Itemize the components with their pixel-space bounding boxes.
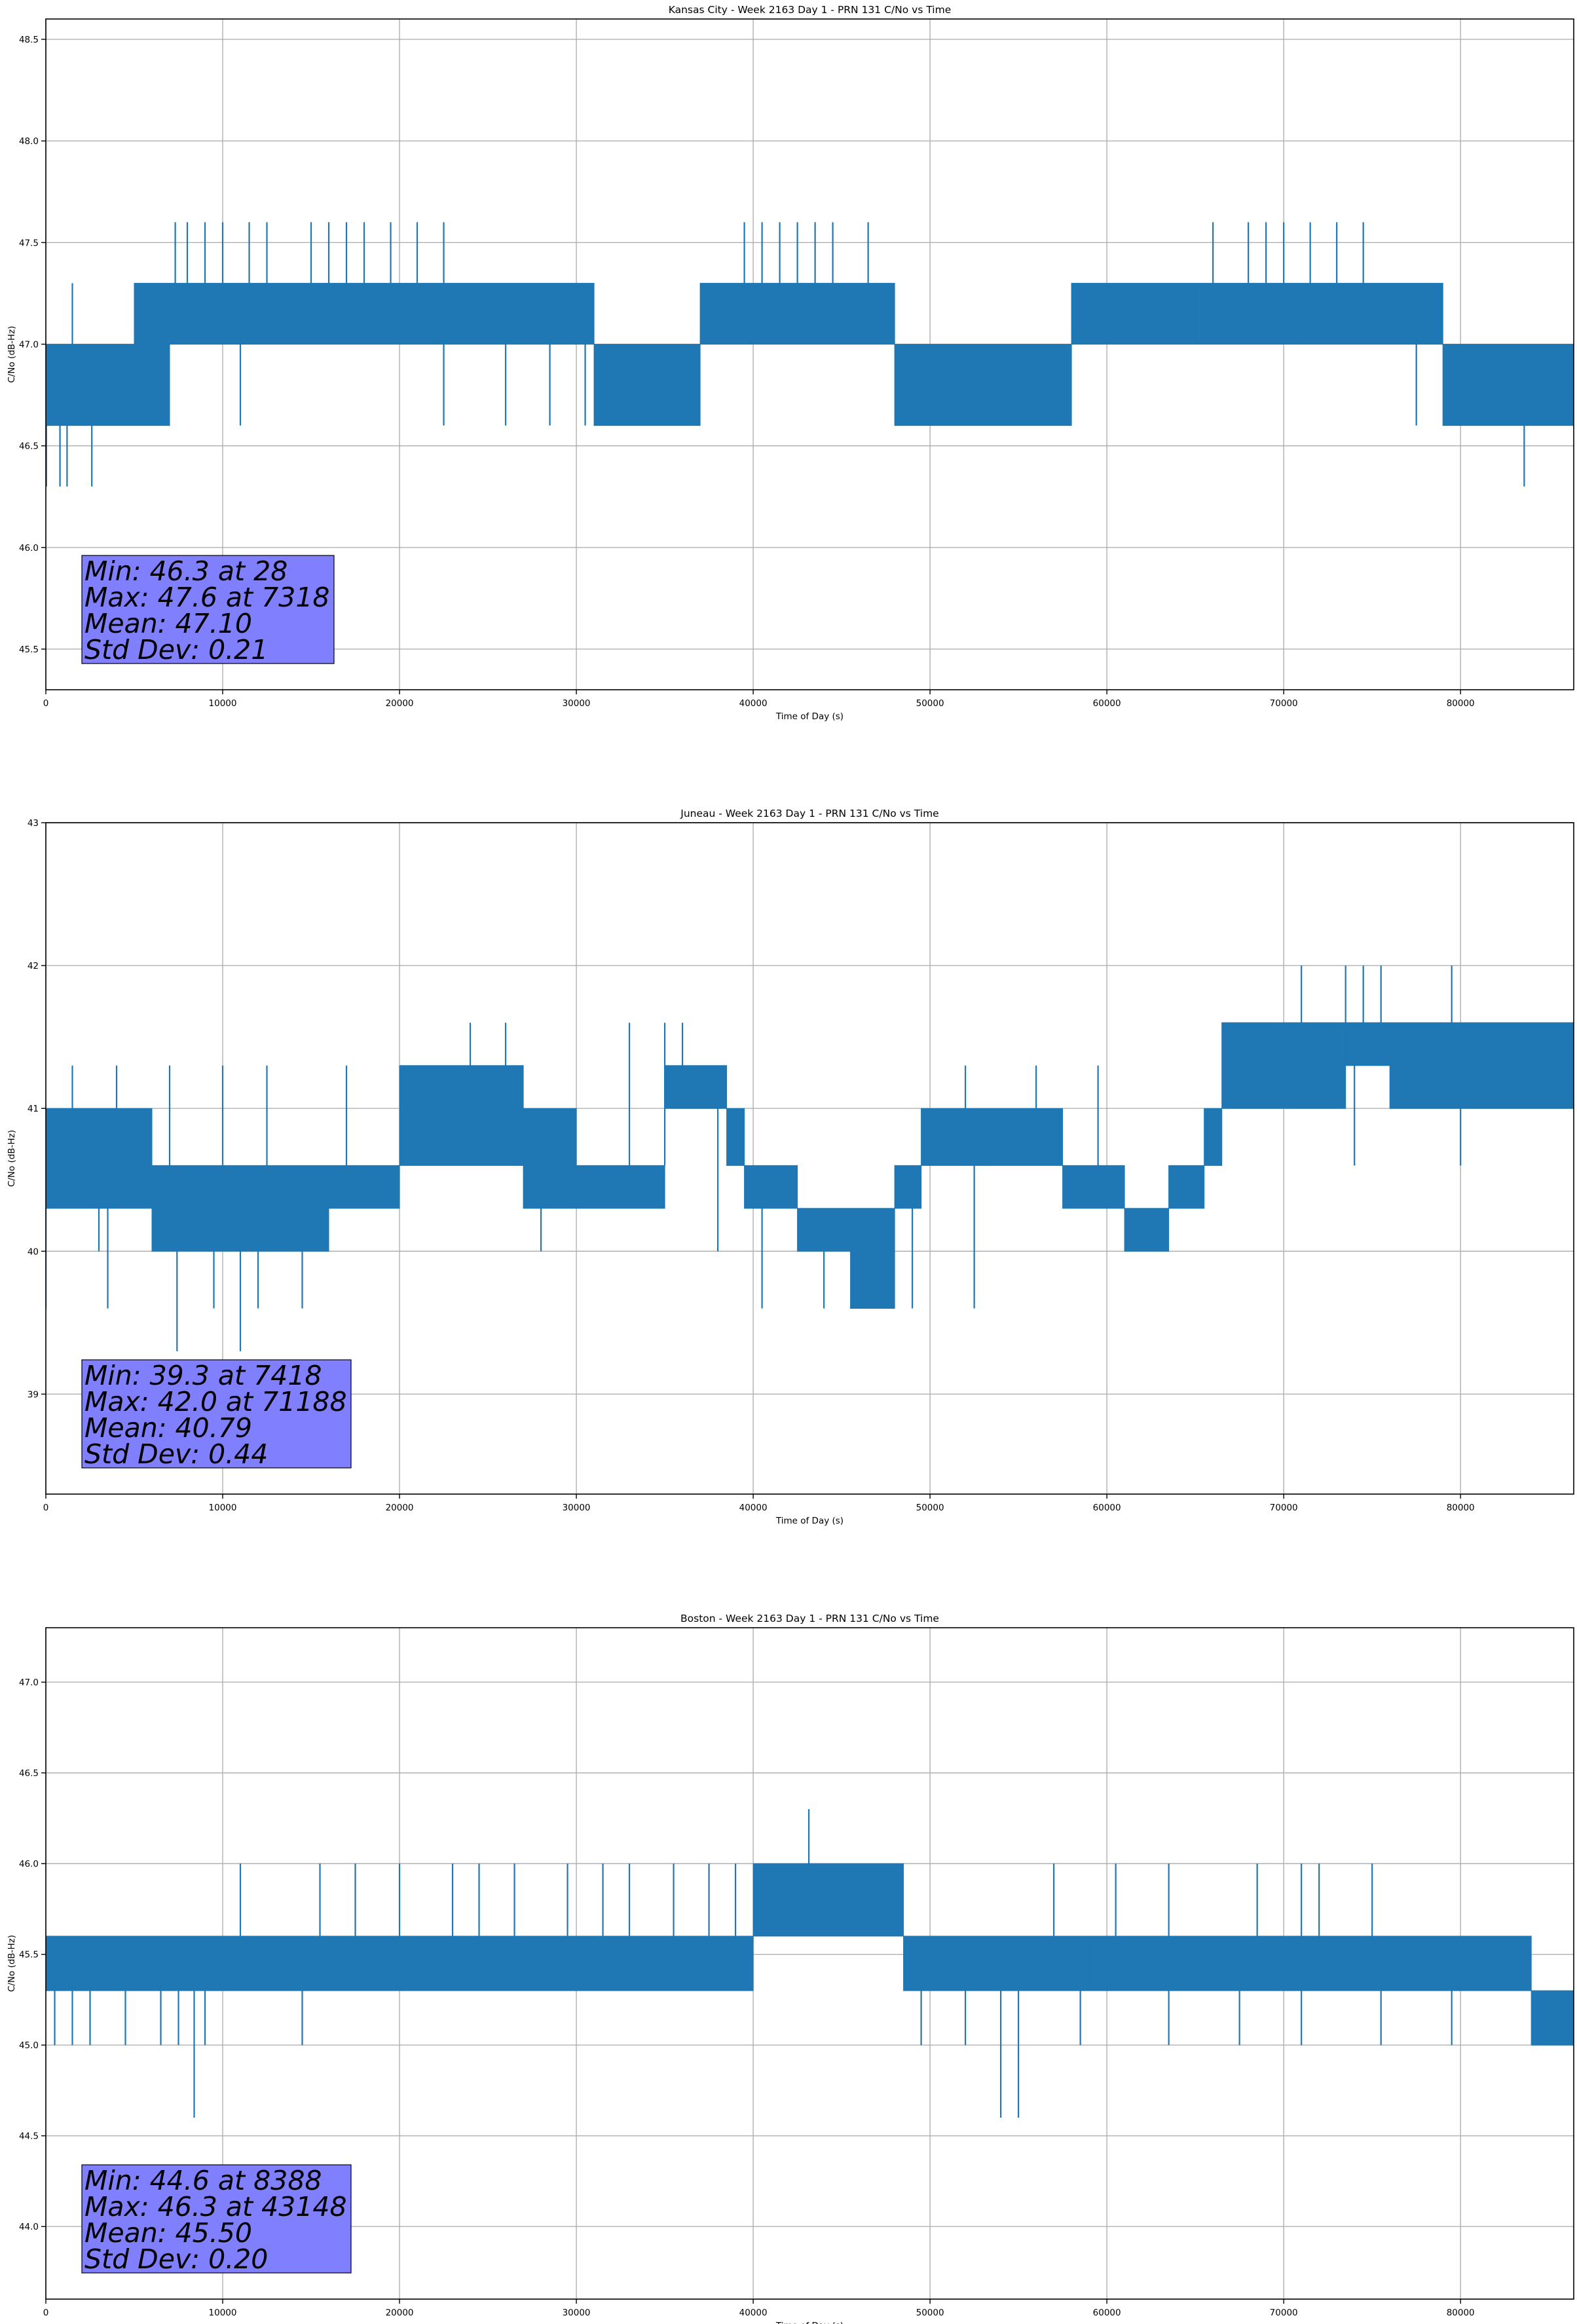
- chart0-stats-line: Mean: 47.10: [84, 608, 252, 639]
- chart2-y-tick-label: 46.5: [19, 1769, 39, 1779]
- chart0-series-band: [46, 282, 1574, 426]
- chart0-y-tick-label: 46.5: [19, 441, 39, 452]
- chart2-x-tick-label: 0: [43, 2308, 49, 2318]
- chart1-x-tick-label: 20000: [386, 1503, 414, 1513]
- chart1-x-tick-label: 80000: [1447, 1503, 1475, 1513]
- chart0-stats-line: Max: 47.6 at 7318: [84, 582, 330, 613]
- chart0-title: Kansas City - Week 2163 Day 1 - PRN 131 …: [669, 4, 952, 16]
- chart1-y-tick-label: 40: [28, 1246, 39, 1257]
- chart0-axes-frame: [45, 18, 1574, 690]
- chart1-y-tick-label: 41: [28, 1104, 39, 1114]
- chart-panel-juneau: 0 10000 20000 30000 40000 50000 60000 70000 8000…: [7, 808, 1574, 1526]
- chart0-y-tick-label: 47.0: [19, 339, 39, 350]
- chart2-stats-line: Std Dev: 0.20: [84, 2243, 268, 2275]
- chart2-stats-line: Max: 46.3 at 43148: [84, 2191, 347, 2222]
- chart1-y-axis-label: C/No (dB-Hz): [7, 1130, 17, 1187]
- chart0-x-tick-label: 20000: [386, 698, 414, 709]
- chart0-y-tick-label: 48.5: [19, 35, 39, 45]
- chart1-y-tick-label: 42: [28, 961, 39, 971]
- chart0-stats-box-bg: [81, 555, 335, 664]
- chart2-x-tick-label: 70000: [1270, 2308, 1298, 2318]
- chart2-y-tick-label: 44.5: [19, 2131, 39, 2142]
- chart2-y-tick-label: 45.0: [19, 2040, 39, 2051]
- chart1-x-tick-label: 50000: [916, 1503, 944, 1513]
- chart2-y-tick-label: 46.0: [19, 1859, 39, 1869]
- chart2-x-axis-label: Time of Day (s): [775, 2321, 844, 2324]
- chart1-y-tick-label: 39: [28, 1389, 39, 1400]
- chart2-x-tick-label: 80000: [1447, 2308, 1475, 2318]
- chart1-x-tick-label: 0: [43, 1503, 49, 1513]
- chart0-x-axis-label: Time of Day (s): [775, 711, 844, 722]
- chart0-stats-line: Std Dev: 0.21: [84, 634, 268, 665]
- chart1-x-axis-label: Time of Day (s): [775, 1516, 844, 1526]
- chart2-x-tick-label: 20000: [386, 2308, 414, 2318]
- chart1-x-tick-label: 10000: [209, 1503, 237, 1513]
- chart2-stats-line: Min: 44.6 at 8388: [84, 2165, 322, 2196]
- chart2-y-axis-label: C/No (dB-Hz): [7, 1935, 17, 1992]
- chart1-stats-line: Min: 39.3 at 7418: [84, 1360, 322, 1391]
- chart1-x-tick-label: 60000: [1093, 1503, 1121, 1513]
- chart2-y-tick-label: 44.0: [19, 2222, 39, 2232]
- chart2-x-tick-label: 40000: [739, 2308, 768, 2318]
- chart0-x-tick-label: 0: [43, 698, 49, 709]
- chart2-stats-line: Mean: 45.50: [84, 2217, 252, 2249]
- chart2-x-tick-label: 50000: [916, 2308, 944, 2318]
- chart0-x-tick-label: 50000: [916, 698, 944, 709]
- chart1-stats-box-bg: [81, 1359, 352, 1469]
- chart0-y-tick-label: 48.0: [19, 136, 39, 147]
- chart-panel-kansas-city: 0 10000 20000 30000 40000 50000 60000 70000 8000…: [7, 4, 1574, 722]
- chart1-axes-frame: [45, 822, 1574, 1495]
- chart2-y-tick-label: 45.5: [19, 1950, 39, 1960]
- chart2-stats-box-bg: [81, 2164, 352, 2274]
- chart1-x-tick-label: 70000: [1270, 1503, 1298, 1513]
- chart2-x-tick-label: 10000: [209, 2308, 237, 2318]
- chart0-y-tick-label: 47.5: [19, 238, 39, 248]
- chart2-x-tick-label: 60000: [1093, 2308, 1121, 2318]
- chart0-x-tick-label: 40000: [739, 698, 768, 709]
- chart0-x-tick-label: 10000: [209, 698, 237, 709]
- chart1-y-tick-label: 43: [28, 818, 39, 829]
- chart0-x-tick-label: 80000: [1447, 698, 1475, 709]
- chart0-grid: [45, 19, 1574, 690]
- chart1-stats-line: Mean: 40.79: [84, 1412, 252, 1444]
- chart2-title: Boston - Week 2163 Day 1 - PRN 131 C/No …: [680, 1613, 939, 1624]
- chart2-axes-frame: [45, 1627, 1574, 2300]
- chart2-series-band: [46, 1863, 1574, 2046]
- chart1-x-tick-label: 30000: [563, 1503, 591, 1513]
- chart0-x-tick-label: 70000: [1270, 698, 1298, 709]
- chart1-x-tick-label: 40000: [739, 1503, 768, 1513]
- chart0-x-tick-label: 30000: [563, 698, 591, 709]
- chart0-x-tick-label: 60000: [1093, 698, 1121, 709]
- chart1-stats-line: Std Dev: 0.44: [84, 1438, 268, 1470]
- chart2-y-tick-label: 47.0: [19, 1677, 39, 1688]
- chart1-stats-line: Max: 42.0 at 71188: [84, 1386, 347, 1417]
- chart1-title: Juneau - Week 2163 Day 1 - PRN 131 C/No …: [680, 808, 938, 819]
- chart2-x-tick-label: 30000: [563, 2308, 591, 2318]
- chart0-stats-line: Min: 46.3 at 28: [84, 555, 288, 587]
- chart0-y-axis-label: C/No (dB-Hz): [7, 326, 17, 383]
- chart0-y-tick-label: 45.5: [19, 645, 39, 655]
- chart-panel-boston: 0 10000 20000 30000 40000 50000 60000 70000 8000…: [7, 1613, 1574, 2324]
- chart0-y-tick-label: 46.0: [19, 543, 39, 553]
